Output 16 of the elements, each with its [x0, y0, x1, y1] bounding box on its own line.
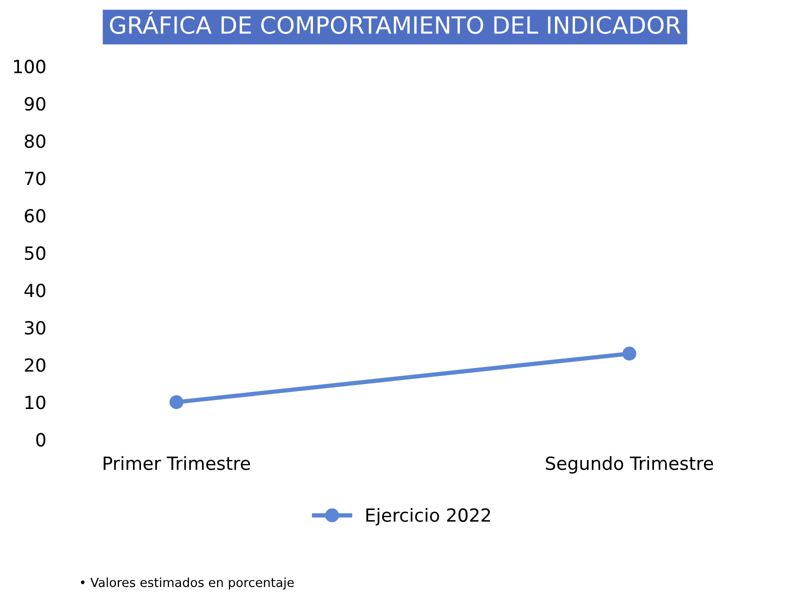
y-tick-label: 30: [24, 320, 46, 335]
y-tick-label: 40: [24, 284, 46, 298]
y-tick-label: 90: [24, 97, 46, 111]
y-tick-label: 50: [24, 246, 46, 260]
legend-label: Ejercicio 2022: [366, 508, 490, 526]
y-tick-label: 0: [36, 432, 46, 447]
text: • Valores estimados en porcentaje: [80, 577, 294, 590]
y-tick-label: 80: [24, 134, 46, 148]
y-tick-label: 100: [14, 60, 46, 74]
y-tick-label: 60: [24, 208, 46, 223]
y-tick-label: 10: [26, 396, 46, 410]
x-tick-label: Segundo Trimestre: [546, 456, 714, 474]
x-tick-label: Primer Trimestre: [104, 456, 250, 470]
y-tick-label: 70: [25, 172, 46, 186]
y-tick-label: 20: [24, 358, 46, 372]
chart-title: GRÁFICA DE COMPORTAMIENTO DEL INDICADOR: [110, 12, 681, 34]
